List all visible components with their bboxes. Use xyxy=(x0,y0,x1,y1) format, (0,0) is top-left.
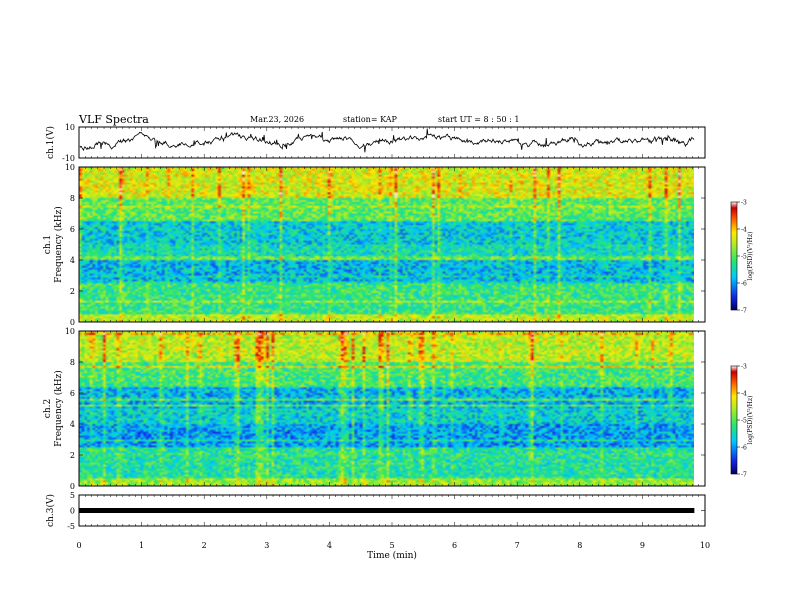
ch2-spectrogram-channel-label: ch.2 xyxy=(43,399,53,418)
x-tick-label: 3 xyxy=(264,541,269,550)
ch2-spectrogram-colorbar-label: log(PSD)(V²/Hz) xyxy=(747,396,754,445)
ch3-signal-trace xyxy=(79,508,695,513)
ch3-signal-ytick-label: 5 xyxy=(70,491,75,500)
ch1-spectrogram-image xyxy=(79,167,694,322)
x-tick-label: 8 xyxy=(577,541,582,550)
ch1-spectrogram-ytick-label: 8 xyxy=(70,194,75,203)
ch2-spectrogram-colorbar-tick-label: -6 xyxy=(741,445,747,452)
x-tick-label: 9 xyxy=(640,541,645,550)
ch1-waveform-ytick-label: -10 xyxy=(62,154,75,163)
x-tick-label: 4 xyxy=(327,541,332,550)
ch2-spectrogram-ytick-label: 2 xyxy=(70,451,75,460)
ch2-spectrogram-ytick-label: 8 xyxy=(70,358,75,367)
ch2-spectrogram-ytick-label: 10 xyxy=(65,327,75,336)
ch2-spectrogram-ytick-label: 4 xyxy=(70,420,75,429)
ch3-ylabel: ch.3(V) xyxy=(45,494,56,527)
x-axis-label: Time (min) xyxy=(367,550,417,561)
station-label: station= KAP xyxy=(343,115,397,124)
ch3-signal-ytick-label: 0 xyxy=(70,507,75,516)
ch1-spectrogram-ytick-label: 4 xyxy=(70,256,75,265)
ch2-spectrogram-ytick-label: 6 xyxy=(70,389,75,398)
ch2-spectrogram-colorbar-tick-label: -3 xyxy=(741,364,747,371)
start-time-label: start UT = 8 : 50 : 1 xyxy=(438,115,520,124)
x-tick-label: 2 xyxy=(202,541,207,550)
ch1-spectrogram-ytick-label: 6 xyxy=(70,225,75,234)
ch2-spectrogram-image xyxy=(79,331,694,486)
ch1-spectrogram-colorbar xyxy=(731,202,737,310)
ch2-spectrogram-colorbar-tick-label: -5 xyxy=(741,418,747,425)
ch1-spectrogram-colorbar-tick-label: -5 xyxy=(741,254,747,261)
plot-title: VLF Spectra xyxy=(79,113,149,126)
ch2-spectrogram-ylabel: Frequency (kHz) xyxy=(53,370,64,447)
ch1-spectrogram-colorbar-tick-label: -7 xyxy=(741,308,747,315)
ch2-spectrogram-colorbar-tick-label: -4 xyxy=(741,391,747,398)
ch1-spectrogram-colorbar-tick-label: -6 xyxy=(741,281,747,288)
ch1-spectrogram-ytick-label: 10 xyxy=(65,163,75,172)
x-tick-label: 10 xyxy=(700,541,710,550)
ch1-spectrogram-ylabel: Frequency (kHz) xyxy=(53,206,64,283)
x-tick-label: 7 xyxy=(515,541,520,550)
ch1-spectrogram-colorbar-tick-label: -4 xyxy=(741,227,747,234)
ch2-spectrogram-ytick-label: 0 xyxy=(70,482,75,491)
ch1-spectrogram-ytick-label: 0 xyxy=(70,318,75,327)
date-label: Mar.23, 2026 xyxy=(250,115,305,124)
x-tick-label: 0 xyxy=(76,541,81,550)
ch2-spectrogram-colorbar-tick-label: -7 xyxy=(741,472,747,479)
ch3-signal-ytick-label: -5 xyxy=(67,522,75,531)
ch1-spectrogram-channel-label: ch.1 xyxy=(43,235,53,254)
ch2-spectrogram-colorbar xyxy=(731,366,737,474)
ch1-spectrogram-colorbar-tick-label: -3 xyxy=(741,200,747,207)
x-tick-label: 6 xyxy=(452,541,457,550)
ch1-waveform-trace xyxy=(79,128,695,153)
ch1-ylabel: ch.1(V) xyxy=(45,126,56,159)
ch1-waveform-ytick-label: 10 xyxy=(65,123,75,132)
ch1-spectrogram-colorbar-label: log(PSD)(V²/Hz) xyxy=(747,232,754,281)
x-tick-label: 5 xyxy=(389,541,394,550)
x-tick-label: 1 xyxy=(139,541,144,550)
ch1-spectrogram-ytick-label: 2 xyxy=(70,287,75,296)
